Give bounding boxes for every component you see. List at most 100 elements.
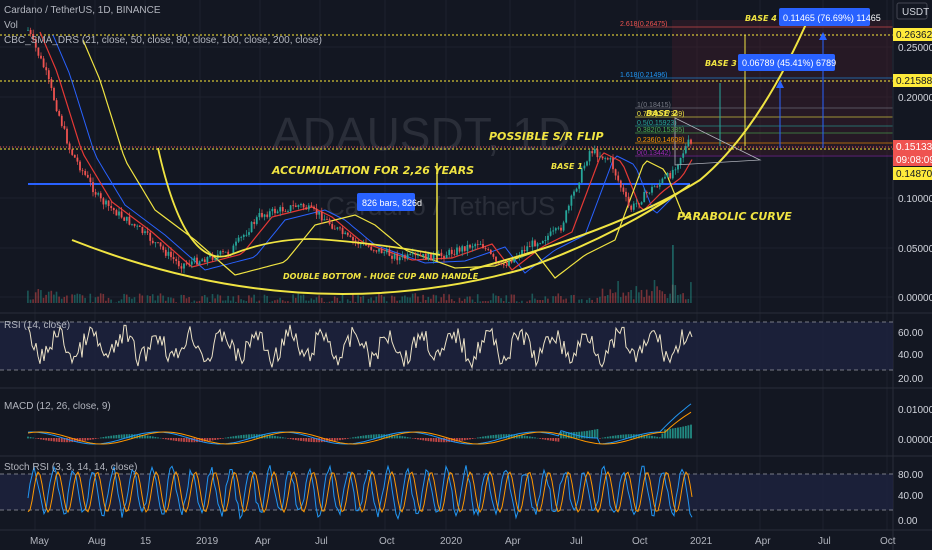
volume-bar-138 bbox=[385, 301, 388, 303]
macd-bar-80 bbox=[235, 435, 237, 439]
candle-body-249 bbox=[674, 169, 677, 171]
price-tick-5: 0.00000 bbox=[898, 293, 932, 304]
currency-label: USDT bbox=[902, 7, 929, 18]
candle-body-239 bbox=[648, 192, 651, 194]
candle-body-91 bbox=[263, 214, 266, 217]
volume-bar-212 bbox=[578, 299, 580, 303]
candle-body-212 bbox=[578, 182, 581, 189]
candle-body-95 bbox=[274, 208, 276, 214]
rsi-legend[interactable]: RSI (14, close) bbox=[4, 320, 70, 331]
candle-body-247 bbox=[669, 173, 672, 179]
volume-bar-84 bbox=[245, 301, 248, 303]
volume-bar-9 bbox=[50, 290, 53, 303]
candle-body-251 bbox=[679, 157, 682, 165]
candle-body-250 bbox=[677, 164, 679, 170]
macd-legend[interactable]: MACD (12, 26, close, 9) bbox=[4, 401, 111, 412]
candle-body-158 bbox=[437, 252, 440, 254]
volume-bar-41 bbox=[133, 297, 136, 303]
volume-bar-181 bbox=[497, 296, 500, 303]
candle-body-216 bbox=[588, 151, 591, 162]
volume-bar-216 bbox=[588, 297, 591, 303]
candle-body-141 bbox=[393, 253, 396, 259]
candle-body-192 bbox=[526, 246, 529, 252]
candle-body-26 bbox=[94, 192, 97, 195]
volume-bar-85 bbox=[248, 295, 250, 303]
macd-bar-182 bbox=[500, 434, 503, 439]
candle-body-33 bbox=[112, 208, 115, 211]
macd-bar-192 bbox=[526, 436, 529, 439]
candle-body-50 bbox=[157, 242, 159, 244]
volume-bar-3 bbox=[34, 292, 37, 303]
volume-spike bbox=[672, 245, 674, 303]
candle-body-39 bbox=[128, 216, 131, 225]
candle-body-25 bbox=[92, 182, 94, 193]
volume-bar-29 bbox=[102, 293, 105, 303]
candle-body-175 bbox=[482, 244, 484, 249]
candle-body-90 bbox=[261, 213, 263, 217]
macd-bar-155 bbox=[430, 438, 432, 442]
volume-bar-196 bbox=[536, 299, 539, 303]
macd-bar-118 bbox=[333, 438, 336, 441]
macd-bar-93 bbox=[268, 435, 271, 439]
macd-bar-21 bbox=[81, 438, 84, 442]
macd-bar-55 bbox=[170, 438, 172, 441]
candle-body-80 bbox=[235, 241, 237, 246]
volume-bar-198 bbox=[541, 300, 544, 303]
macd-bar-5 bbox=[40, 438, 42, 440]
currency-button[interactable] bbox=[896, 2, 928, 20]
stoch-legend[interactable]: Stoch RSI (3, 3, 14, 14, close) bbox=[4, 462, 137, 473]
macd-bar-7 bbox=[45, 438, 48, 441]
volume-bar-157 bbox=[435, 295, 437, 303]
candle-body-213 bbox=[580, 168, 583, 183]
price-tag-bg-2 bbox=[893, 140, 932, 153]
volume-bar-86 bbox=[250, 297, 253, 303]
macd-bar-107 bbox=[305, 438, 308, 442]
price-tag-bg-0 bbox=[893, 28, 932, 41]
volume-bar-39 bbox=[128, 297, 131, 303]
annotation-base1: BASE 1 bbox=[551, 162, 583, 171]
volume-bar-62 bbox=[188, 297, 190, 303]
volume-bar-254 bbox=[687, 298, 690, 303]
candle-body-117 bbox=[331, 224, 334, 229]
candle-body-197 bbox=[539, 243, 542, 245]
candle-body-248 bbox=[671, 169, 674, 179]
candle-body-234 bbox=[635, 203, 638, 205]
volume-bar-200 bbox=[547, 298, 549, 303]
macd-bar-59 bbox=[180, 438, 183, 442]
candle-body-235 bbox=[638, 203, 640, 205]
annotation-double-bottom: DOUBLE BOTTOM - HUGE CUP AND HANDLE bbox=[283, 272, 479, 281]
candle-body-74 bbox=[219, 251, 222, 255]
macd-bar-122 bbox=[344, 438, 347, 440]
candle-body-28 bbox=[99, 193, 102, 199]
candle-body-173 bbox=[476, 244, 479, 245]
candle-body-9 bbox=[50, 79, 53, 88]
volume-bar-1 bbox=[29, 299, 32, 303]
macd-bar-141 bbox=[393, 435, 396, 439]
volume-bar-128 bbox=[359, 296, 362, 303]
macd-bar-36 bbox=[120, 434, 123, 439]
price-tag-4: 0.14870 bbox=[896, 169, 932, 180]
candle-body-3 bbox=[34, 38, 37, 48]
macd-bar-253 bbox=[684, 425, 687, 439]
time-tick-12: Apr bbox=[755, 536, 771, 547]
candle-body-201 bbox=[549, 231, 552, 236]
time-tick-1: Aug bbox=[88, 536, 106, 547]
volume-bar-213 bbox=[580, 299, 583, 303]
candle-body-93 bbox=[268, 211, 271, 217]
volume-bar-77 bbox=[227, 295, 229, 303]
candle-body-102 bbox=[292, 205, 295, 207]
candle-body-76 bbox=[224, 251, 227, 253]
ma-legend[interactable]: CBC_SMA_DRS (21, close, 50, close, 80, c… bbox=[4, 35, 322, 46]
candle-body-245 bbox=[664, 176, 666, 179]
volume-bar-125 bbox=[352, 293, 354, 303]
fib-labels: 2.618(0.26475) 1.618(0.21496) 1(0.18415) 0.… bbox=[620, 21, 684, 157]
fib-label-6: 0.236(0.14608) bbox=[637, 137, 684, 144]
macd-bar-198 bbox=[541, 438, 544, 440]
macd-bar-66 bbox=[198, 438, 201, 442]
macd-bar-54 bbox=[167, 438, 170, 440]
volume-bar-81 bbox=[237, 295, 240, 303]
volume-bar-14 bbox=[63, 296, 66, 303]
macd-bar-227 bbox=[617, 435, 620, 439]
time-axis[interactable]: May Aug 15 2019 Apr Jul Oct 2020 Apr Jul Oct 2021 Ap… bbox=[30, 536, 896, 547]
